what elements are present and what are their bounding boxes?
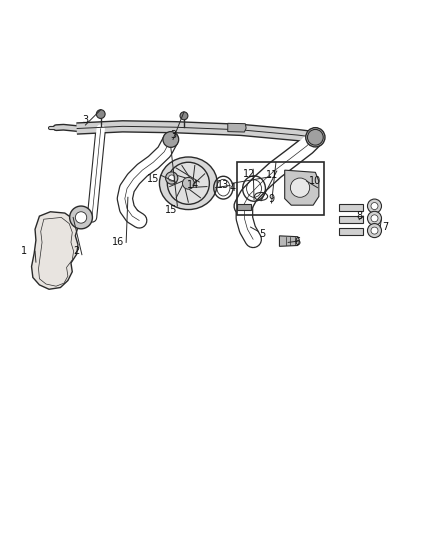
Polygon shape (228, 123, 246, 132)
Circle shape (367, 223, 381, 238)
Text: 9: 9 (268, 193, 275, 204)
Text: 13: 13 (217, 181, 230, 190)
Polygon shape (339, 216, 363, 223)
Circle shape (307, 130, 323, 145)
Text: 15: 15 (147, 174, 159, 184)
Text: 11: 11 (266, 169, 279, 180)
Text: 5: 5 (260, 229, 266, 239)
Circle shape (371, 203, 378, 209)
Circle shape (70, 206, 92, 229)
Text: 12: 12 (243, 168, 255, 179)
Circle shape (166, 172, 178, 184)
Polygon shape (285, 170, 319, 205)
Circle shape (75, 212, 87, 223)
Text: 3: 3 (82, 115, 88, 125)
Text: 7: 7 (382, 222, 389, 232)
Circle shape (311, 133, 320, 142)
Text: 2: 2 (74, 246, 80, 256)
Text: 16: 16 (112, 237, 124, 247)
Text: 15: 15 (165, 205, 177, 215)
Ellipse shape (159, 157, 217, 209)
Circle shape (169, 175, 175, 181)
Circle shape (306, 128, 325, 147)
Circle shape (371, 227, 378, 234)
Polygon shape (32, 212, 78, 289)
Text: 14: 14 (187, 181, 199, 190)
Text: 6: 6 (295, 237, 301, 247)
Text: 8: 8 (356, 211, 362, 221)
Circle shape (96, 110, 105, 118)
Polygon shape (339, 228, 363, 235)
Circle shape (367, 199, 381, 213)
Text: 1: 1 (21, 246, 27, 256)
Polygon shape (339, 204, 363, 211)
Circle shape (180, 112, 188, 120)
Circle shape (371, 215, 378, 222)
Circle shape (183, 177, 194, 189)
Circle shape (167, 162, 209, 204)
Circle shape (367, 211, 381, 225)
Text: 10: 10 (309, 176, 321, 186)
Bar (237, 204, 251, 209)
Text: 3: 3 (170, 130, 176, 140)
Polygon shape (279, 236, 299, 246)
Text: 4: 4 (229, 183, 235, 192)
Circle shape (290, 178, 310, 197)
Circle shape (163, 132, 179, 147)
Bar (237, 162, 324, 215)
